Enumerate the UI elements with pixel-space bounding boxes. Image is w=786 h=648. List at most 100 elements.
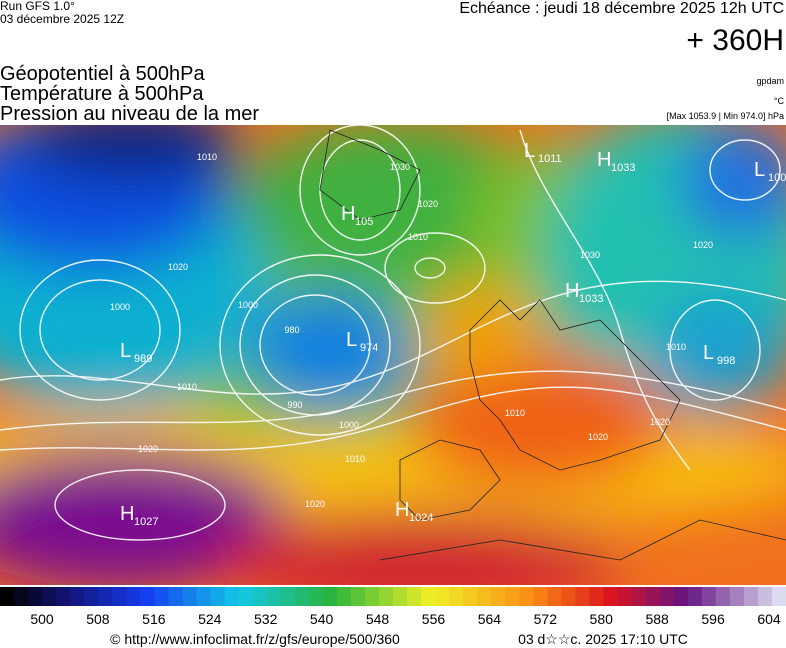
center-value: 1011 [538, 153, 562, 165]
colorbar-swatch [477, 587, 492, 606]
center-type: H [395, 499, 409, 521]
colorbar-label: 524 [198, 611, 222, 627]
colorbar-swatch [210, 587, 226, 606]
colorbar-label: 556 [422, 611, 446, 627]
colorbar-label: 588 [645, 611, 669, 627]
center-value: 100 [768, 172, 786, 184]
colorbar-swatch [491, 587, 506, 606]
center-type: H [120, 503, 134, 525]
legend-unit: °C [774, 96, 785, 106]
colorbar-swatch [519, 587, 534, 606]
colorbar-swatch [701, 587, 717, 606]
contour-label: 1020 [168, 262, 188, 272]
colorbar-swatch [715, 587, 731, 606]
colorbar-label: 548 [366, 611, 390, 627]
colorbar-label: 516 [142, 611, 166, 627]
contour-label: 1020 [418, 199, 438, 209]
colorbar-swatch [98, 587, 113, 606]
contour-label: 1020 [138, 444, 158, 454]
center-type: L [120, 340, 131, 362]
colorbar-swatch [393, 587, 408, 606]
colorbar-swatch [364, 587, 380, 606]
colorbar-swatch [0, 587, 15, 606]
contour-label: 1020 [588, 432, 608, 442]
contour-label: 1010 [177, 382, 197, 392]
colorbar-label: 596 [701, 611, 725, 627]
colorbar-swatch [743, 587, 759, 606]
colorbar-swatch [589, 587, 605, 606]
colorbar-label: 564 [478, 611, 502, 627]
colorbar-swatch [407, 587, 422, 606]
contour-label: 1000 [339, 420, 359, 430]
colorbar-swatch [42, 587, 57, 606]
map [0, 125, 786, 585]
legend-unit: [Max 1053.9 | Min 974.0] hPa [667, 111, 784, 121]
footer-url: © http://www.infoclimat.fr/z/gfs/europe/… [110, 631, 400, 647]
center-type: L [703, 342, 714, 364]
center-value: 1027 [134, 516, 158, 528]
contour-label: 1000 [238, 300, 258, 310]
colorbar-swatch [575, 587, 590, 606]
colorbar-label: 604 [757, 611, 781, 627]
colorbar-swatch [182, 587, 197, 606]
legend-line: Pression au niveau de la mer [0, 103, 259, 125]
lead-time: + 360H [686, 24, 784, 57]
colorbar-swatch [28, 587, 43, 606]
colorbar-swatch [645, 587, 661, 606]
contour-label: 1010 [345, 454, 365, 464]
center-value: 989 [134, 353, 152, 365]
center-value: 998 [717, 355, 735, 367]
contour-label: 1010 [197, 152, 217, 162]
colorbar-swatch [603, 587, 619, 606]
contour-label: 1020 [650, 417, 670, 427]
colorbar-swatch [280, 587, 296, 606]
center-type: L [346, 329, 357, 351]
colorbar-swatch [238, 587, 254, 606]
colorbar-swatch [112, 587, 127, 606]
colorbar-swatch [378, 587, 394, 606]
colorbar-swatch [617, 587, 633, 606]
colorbar-swatch [266, 587, 282, 606]
colorbar-swatch [673, 587, 689, 606]
colorbar-swatch [659, 587, 675, 606]
colorbar-swatch [168, 587, 183, 606]
colorbar: 500 508 516 524 532 540 548 556 564 572 580 588 596 6… [0, 587, 786, 627]
colorbar-swatch [631, 587, 647, 606]
colorbar-swatch [252, 587, 268, 606]
echeance: Echéance : jeudi 18 décembre 2025 12h UT… [459, 0, 784, 17]
colorbar-label: 540 [310, 611, 334, 627]
center-value: 974 [360, 342, 378, 354]
colorbar-swatch [70, 587, 85, 606]
colorbar-swatch [771, 587, 786, 606]
contour-labels: 1010 1000 990 980 1000 1010 1020 1020 1030 1010 10… [110, 152, 713, 509]
colorbar-swatch [350, 587, 366, 606]
colorbar-swatch [154, 587, 169, 606]
legend-line: Géopotentiel à 500hPa [0, 63, 205, 85]
contour-label: 1020 [693, 240, 713, 250]
colorbar-label: 500 [30, 611, 54, 627]
colorbar-label: 508 [86, 611, 110, 627]
colorbar-swatch [322, 587, 338, 606]
colorbar-swatch [126, 587, 141, 606]
contour-label: 990 [287, 400, 302, 410]
colorbar-swatch [294, 587, 310, 606]
center-value: 105 [355, 216, 373, 228]
center-type: L [524, 140, 535, 162]
contour-label: 1010 [505, 408, 525, 418]
legend-line: Température à 500hPa [0, 83, 204, 105]
contour-label: 1020 [305, 499, 325, 509]
colorbar-swatch [729, 587, 745, 606]
center-type: H [341, 203, 355, 225]
colorbar-swatch [547, 587, 562, 606]
colorbar-swatch [84, 587, 99, 606]
contour-label: 980 [284, 325, 299, 335]
center-type: L [754, 159, 765, 181]
center-type: H [597, 149, 611, 171]
contour-label: 1010 [408, 232, 428, 242]
colorbar-swatch [533, 587, 548, 606]
legend-unit: gpdam [756, 76, 784, 86]
colorbar-swatch [561, 587, 576, 606]
